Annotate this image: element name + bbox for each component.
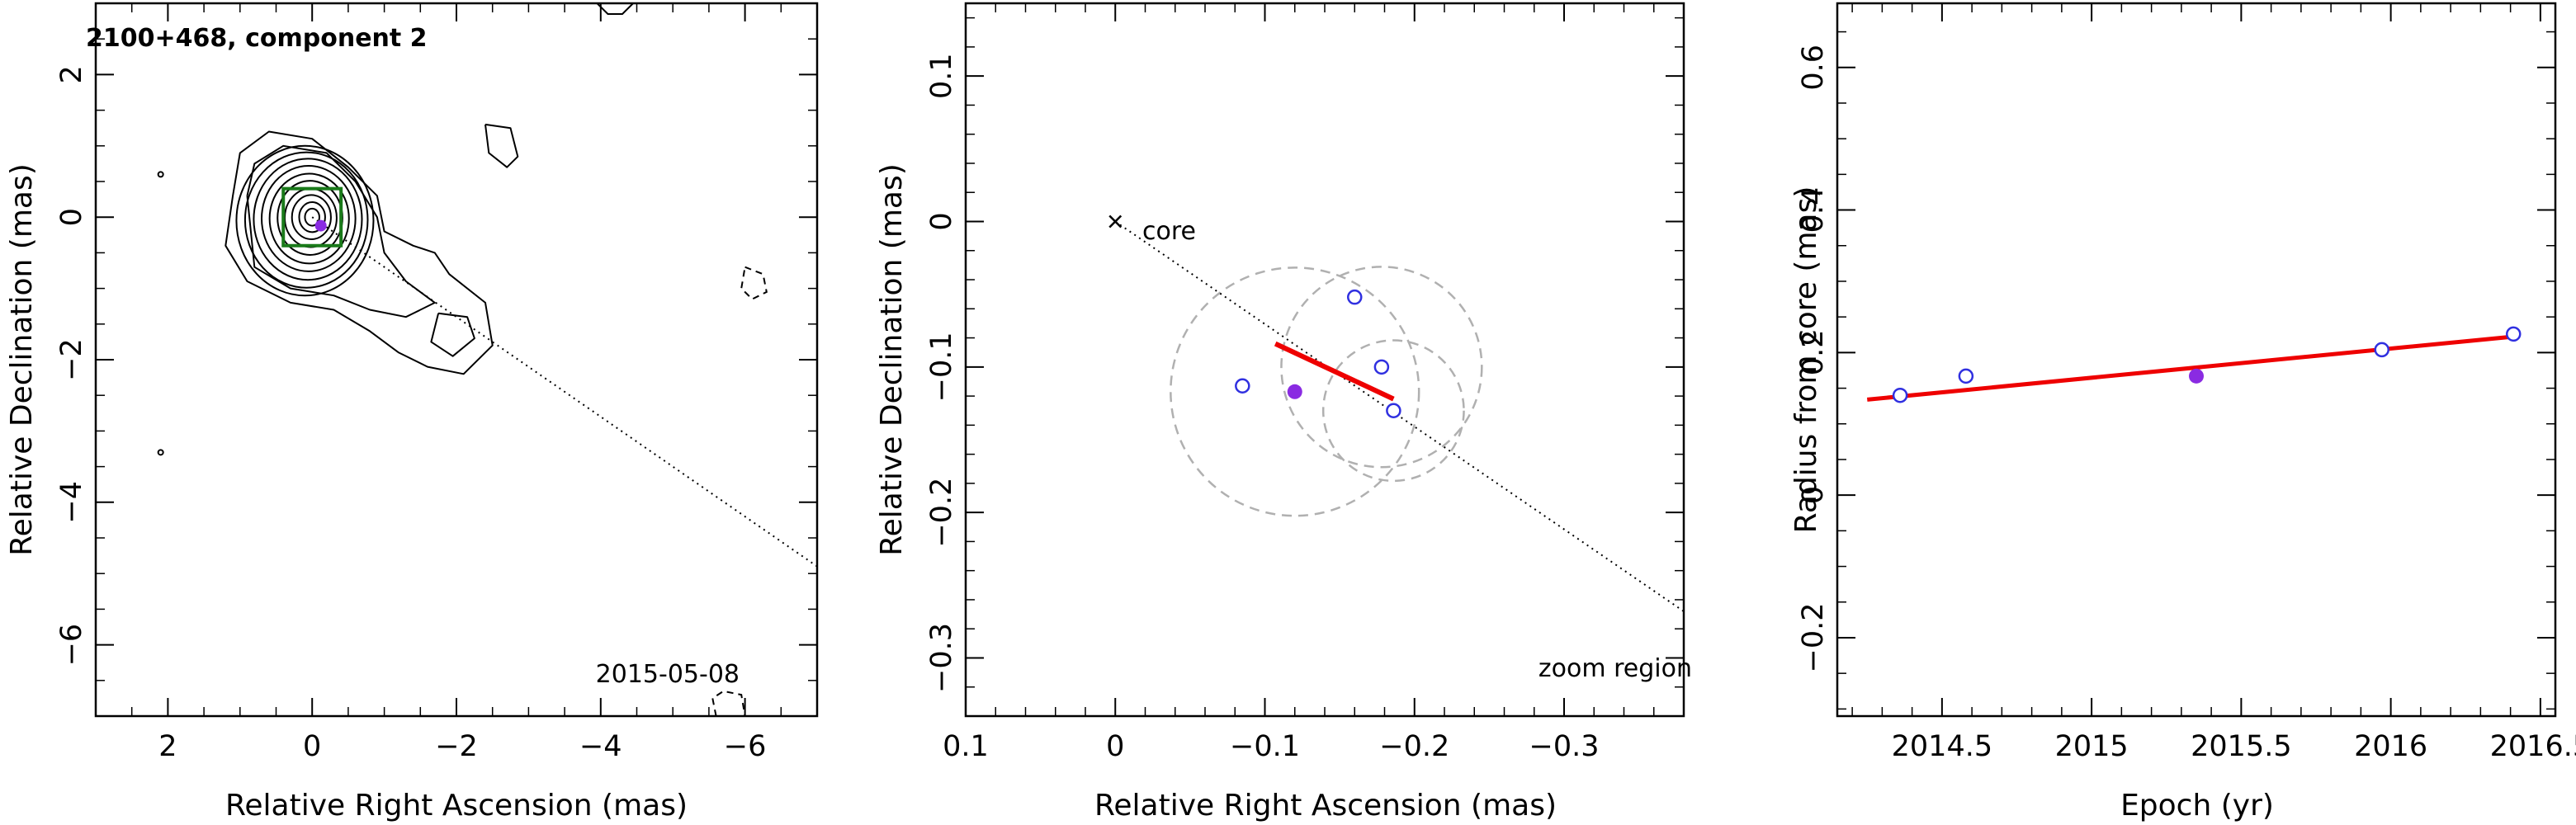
jet-contour <box>430 312 475 357</box>
radius-epoch-x-label: Epoch (yr) <box>2120 789 2274 823</box>
radius-epoch-data-layer <box>1867 326 2522 403</box>
core-contour <box>261 164 357 272</box>
contour-map-y-tick-label: −6 <box>55 624 88 667</box>
zoom-y-tick-label: −0.1 <box>925 332 958 402</box>
jet-direction-line <box>1114 220 1684 612</box>
zoom-frame <box>964 2 1685 718</box>
contour-map-y-tick-label: 2 <box>55 65 88 83</box>
zoom-y-tick-label: −0.2 <box>925 478 958 548</box>
uncertainty-circle <box>1280 266 1483 469</box>
zoom-x-tick-label: −0.2 <box>1379 730 1449 763</box>
core-contour <box>235 144 375 297</box>
contour-map-y-label: Relative Declination (mas) <box>5 163 39 556</box>
radius-epoch-y-tick-label: 0 <box>1797 486 1830 504</box>
radius-epoch-frame <box>1836 2 2557 718</box>
radius-point <box>1958 368 1974 384</box>
epoch-annotation: 2015-05-08 <box>596 660 740 689</box>
radius-epoch-x-tick-label: 2015 <box>2055 730 2129 763</box>
radius-epoch-y-tick-label: 0.4 <box>1797 187 1830 233</box>
contour-map-y-tick-label: 0 <box>55 208 88 226</box>
zoom-x-tick-label: −0.1 <box>1230 730 1300 763</box>
contour-map-x-label: Relative Right Ascension (mas) <box>225 789 688 823</box>
contour-map-x-tick-label: −6 <box>724 730 767 763</box>
core-contour <box>277 180 343 256</box>
contour-map-x-tick-label: 2 <box>158 730 177 763</box>
zoom-y-tick-label: 0.1 <box>925 53 958 99</box>
current-epoch-point <box>1287 384 1302 399</box>
zoom-region-box <box>281 186 343 248</box>
radius-epoch-y-tick-label: 0.2 <box>1797 330 1830 376</box>
contour-map-data-layer <box>157 3 817 716</box>
epoch-position-point <box>1386 403 1401 418</box>
core-contour <box>253 158 363 281</box>
zoom-x-tick-label: −0.3 <box>1529 730 1600 763</box>
radius-epoch-y-tick-label: 0.6 <box>1797 45 1830 91</box>
core-contour <box>298 201 326 233</box>
radius-epoch-plot-area: 2014.5 2015 2015.5 2016 2016.5 −0.2 0 0.2 0.4 0.6 <box>1797 2 2576 763</box>
zoom-x-label: Relative Right Ascension (mas) <box>1094 789 1557 823</box>
core-contour <box>268 172 350 265</box>
zoom-data-layer <box>1108 214 1684 612</box>
noise-contour <box>157 449 164 456</box>
epoch-position-point <box>1373 359 1390 375</box>
jet-contour <box>484 123 519 168</box>
radius-point <box>2506 326 2522 342</box>
jet-contour <box>225 130 494 375</box>
zoom-x-tick-label: 0.1 <box>943 730 989 763</box>
fit-line <box>1867 334 2511 402</box>
uncertainty-circle <box>1170 266 1420 517</box>
zoom-y-label: Relative Declination (mas) <box>875 163 909 556</box>
jet-direction-line <box>311 216 817 568</box>
noise-contour <box>157 171 164 178</box>
radius-point <box>2374 342 2389 358</box>
zoom-panel: 0.1 0 −0.1 −0.2 −0.3 0.1 0 −0.1 −0.2 −0.3 core zo… <box>875 2 1692 823</box>
epoch-position-point <box>1347 289 1363 305</box>
zoom-y-tick-label: −0.3 <box>925 623 958 693</box>
fit-line <box>1274 341 1395 402</box>
radius-epoch-x-tick-label: 2016.5 <box>2490 730 2576 763</box>
core-contour <box>291 194 332 240</box>
negative-contour <box>711 690 746 716</box>
contour-map-frame <box>94 2 819 718</box>
zoom-y-tick-label: 0 <box>925 212 958 230</box>
zoom-region-label: zoom region <box>1539 654 1692 683</box>
core-contour <box>304 207 320 227</box>
zoom-plot-area: 0.1 0 −0.1 −0.2 −0.3 0.1 0 −0.1 −0.2 −0.3 <box>925 2 1685 763</box>
contour-map-title: 2100+468, component 2 <box>86 24 428 53</box>
radius-epoch-y-tick-label: −0.2 <box>1797 602 1830 672</box>
jet-contour <box>596 3 634 15</box>
contour-map-x-tick-label: 0 <box>303 730 321 763</box>
core-marker <box>1108 214 1123 229</box>
contour-map-plot-area: 2 0 −2 −4 −6 2 0 −2 −4 −6 <box>55 2 819 763</box>
contour-map-panel: 2 0 −2 −4 −6 2 0 −2 −4 −6 2100+468, component 2 2… <box>5 2 819 823</box>
uncertainty-circle <box>1321 339 1465 483</box>
radius-epoch-x-tick-label: 2016 <box>2354 730 2427 763</box>
epoch-position-point <box>1235 378 1250 394</box>
contour-map-x-tick-label: −4 <box>579 730 622 763</box>
zoom-x-tick-label: 0 <box>1106 730 1124 763</box>
current-epoch-point <box>2189 368 2204 384</box>
component-marker <box>314 219 327 232</box>
radius-point <box>1892 387 1908 403</box>
negative-contour <box>740 266 768 300</box>
radius-epoch-panel: 2014.5 2015 2015.5 2016 2016.5 −0.2 0 0.2 0.4 0.6… <box>1789 2 2576 823</box>
radius-epoch-x-tick-label: 2014.5 <box>1892 730 1992 763</box>
jet-contour <box>246 144 436 318</box>
radius-epoch-x-tick-label: 2015.5 <box>2191 730 2291 763</box>
contour-map-y-tick-label: −4 <box>55 481 88 524</box>
core-contour <box>243 151 369 289</box>
contour-map-y-tick-label: −2 <box>55 338 88 381</box>
radius-epoch-y-label: Radius from core (mas) <box>1789 186 1823 534</box>
core-label: core <box>1142 217 1196 246</box>
contour-map-x-tick-label: −2 <box>435 730 478 763</box>
